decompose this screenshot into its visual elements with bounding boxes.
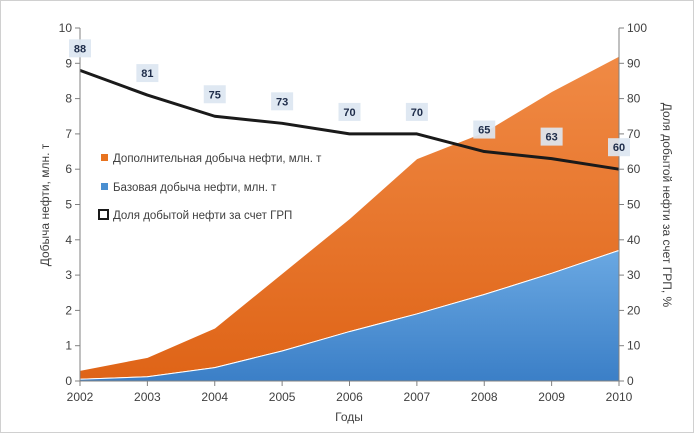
x-tick-label: 2009	[538, 390, 565, 404]
data-label: 73	[276, 96, 288, 108]
data-label-box	[338, 102, 361, 121]
legend-swatch-share	[98, 209, 109, 220]
data-label-box	[540, 127, 563, 146]
y-left-tick-label: 9	[65, 56, 72, 70]
y-left-tick-label: 4	[65, 233, 72, 247]
y-left-tick-label: 10	[59, 21, 73, 35]
y-right-tick-label: 50	[627, 198, 641, 212]
legend-swatch-base	[101, 183, 108, 190]
y-left-tick-label: 6	[65, 162, 72, 176]
data-label-box	[203, 85, 226, 104]
data-label-box	[473, 120, 496, 139]
data-label: 70	[343, 107, 355, 119]
data-label-box	[405, 102, 428, 121]
legend-label-additional: Дополнительная добыча нефти, млн. т	[113, 153, 322, 165]
y-left-tick-label: 3	[65, 268, 72, 282]
line-layer	[79, 68, 620, 171]
data-label: 70	[411, 107, 423, 119]
data-label: 75	[209, 89, 221, 101]
y-right-tick-label: 0	[627, 374, 634, 388]
x-tick-label: 2006	[336, 390, 363, 404]
legend-swatch-additional	[101, 154, 108, 161]
x-tick-label: 2008	[471, 390, 498, 404]
data-label: 88	[74, 43, 86, 55]
x-tick-label: 2003	[134, 390, 161, 404]
y-left-tick-label: 7	[65, 127, 72, 141]
x-tick-label: 2010	[606, 390, 633, 404]
data-label-box	[608, 138, 630, 157]
data-label: 81	[141, 68, 153, 80]
y-right-tick-label: 60	[627, 162, 641, 176]
data-label: 60	[613, 142, 625, 154]
y-right-tick-label: 20	[627, 303, 641, 317]
x-tick-label: 2004	[201, 390, 228, 404]
x-tick-label: 2005	[269, 390, 296, 404]
y-left-tick-label: 0	[65, 374, 72, 388]
y-right-tick-label: 40	[627, 233, 641, 247]
y-left-tick-label: 1	[65, 339, 72, 353]
data-label-box	[271, 92, 294, 111]
data-label-box	[136, 64, 159, 83]
y-left-tick-label: 2	[65, 303, 72, 317]
y-left-axis-title: Добыча нефти, млн. т	[38, 143, 52, 266]
legend: Дополнительная добыча нефти, млн. т Базо…	[98, 153, 322, 222]
x-tick-label: 2007	[404, 390, 431, 404]
legend-label-base: Базовая добыча нефти, млн. т	[113, 182, 277, 194]
share-line	[79, 68, 620, 171]
y-right-tick-label: 80	[627, 92, 641, 106]
data-label-box	[69, 39, 91, 58]
y-right-tick-label: 70	[627, 127, 641, 141]
y-right-tick-label: 30	[627, 268, 641, 282]
y-left-tick-label: 8	[65, 92, 72, 106]
data-label-layer: 88 81 75 73 70 70 65 63 60	[69, 39, 630, 157]
y-right-tick-label: 10	[627, 339, 641, 353]
data-label: 63	[546, 132, 558, 144]
data-label: 65	[478, 125, 490, 137]
legend-label-share: Доля добытой нефти за счет ГРП	[113, 210, 292, 222]
y-right-axis-title: Доля добытой нефти за счет ГРП, %	[660, 103, 674, 308]
x-axis-title: Годы	[335, 410, 363, 424]
y-right-tick-label: 100	[627, 21, 647, 35]
x-tick-label: 2002	[67, 390, 94, 404]
y-right-tick-label: 90	[627, 56, 641, 70]
y-left-tick-label: 5	[65, 198, 72, 212]
